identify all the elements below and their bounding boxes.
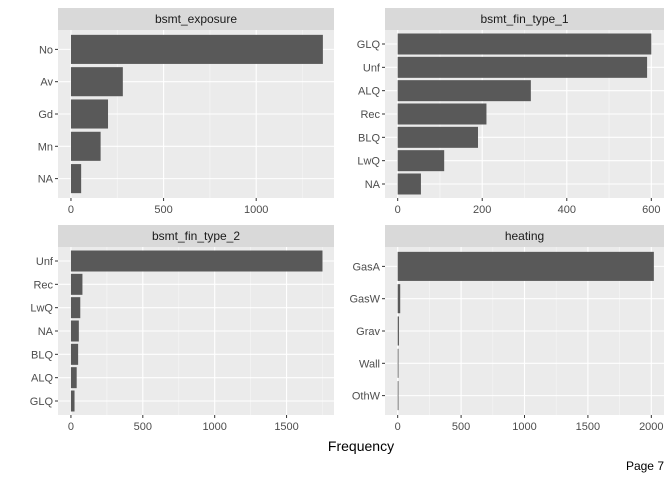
bar-rec [70,273,83,295]
x-tick-label: 0 [395,421,401,433]
bar-gd [70,99,109,129]
x-tick-label: 500 [452,421,470,433]
x-tick-label: 400 [558,204,576,216]
y-tick-label: BLQ [358,132,380,144]
y-tick-label: Unf [363,62,381,74]
bar-blq [70,343,79,365]
y-tick-label: Grav [356,326,380,338]
y-tick-label: ALQ [31,373,53,385]
y-tick-label: NA [38,174,54,186]
facet-panel: bsmt_exposure 0 500 1000 No Av Gd Mn NA [38,8,334,216]
y-tick-label: Rec [33,279,53,291]
y-tick-label: ALQ [358,86,380,98]
y-tick-label: GLQ [30,396,54,408]
bar-unf [397,56,648,78]
bar-gasa [397,251,654,281]
x-tick-label: 200 [473,204,491,216]
bar-alq [397,80,531,102]
bar-wall [397,348,399,378]
bar-na [70,164,82,194]
bar-glq [397,33,652,55]
x-axis-label: Frequency [328,438,394,454]
facet-strip [385,225,664,247]
bar-mn [70,131,101,161]
y-tick-label: GasA [352,261,380,273]
y-tick-label: BLQ [31,349,53,361]
y-tick-label: Wall [359,358,380,370]
bar-no [70,34,323,64]
y-tick-label: GLQ [357,39,381,51]
y-tick-label: NA [365,179,381,191]
y-tick-label: Av [40,77,53,89]
bar-alq [70,367,77,389]
x-tick-label: 0 [395,204,401,216]
facet-title: bsmt_fin_type_2 [152,229,240,243]
facet-strip [385,8,664,30]
page-label: Page 7 [625,459,664,473]
bar-gasw [397,284,401,314]
y-tick-label: OthW [352,391,381,403]
facet-panel: bsmt_fin_type_1 0 200 400 600 GLQ Unf ALQ Rec BLQ… [357,8,664,216]
x-tick-label: 500 [154,204,172,216]
x-tick-label: 600 [642,204,660,216]
x-tick-label: 1500 [576,421,600,433]
bar-lwq [70,297,81,319]
bar-glq [70,390,75,412]
bar-grav [397,316,399,346]
y-tick-label: Unf [36,256,54,268]
x-tick-label: 500 [134,421,152,433]
facet-strip [58,8,334,30]
y-tick-label: Mn [38,141,53,153]
bar-lwq [397,150,445,172]
facet-panel: heating 0 500 1000 1500 2000 GasA GasW Grav Wall O… [349,225,664,433]
bar-na [70,320,79,342]
x-tick-label: 2000 [639,421,663,433]
x-tick-label: 1000 [202,421,226,433]
bar-rec [397,103,487,125]
facet-title: bsmt_exposure [155,12,237,26]
bar-blq [397,126,478,148]
y-tick-label: Rec [360,109,380,121]
y-tick-label: No [39,44,53,56]
y-tick-label: LwQ [30,303,53,315]
x-tick-label: 1000 [244,204,268,216]
facet-title: heating [505,229,544,243]
x-tick-label: 1000 [512,421,536,433]
x-tick-label: 1500 [274,421,298,433]
y-tick-label: NA [38,326,54,338]
bar-av [70,67,123,97]
facet-title: bsmt_fin_type_1 [480,12,568,26]
y-tick-label: LwQ [357,156,380,168]
facet-panel: bsmt_fin_type_2 0 500 1000 1500 Unf Rec LwQ NA BL… [30,225,334,433]
facet-strip [58,225,334,247]
y-tick-label: Gd [38,109,53,121]
x-tick-label: 0 [68,204,74,216]
y-tick-label: GasW [349,294,380,306]
x-tick-label: 0 [68,421,74,433]
bar-othw [397,381,399,411]
bar-unf [70,250,323,272]
bar-na [397,173,421,195]
